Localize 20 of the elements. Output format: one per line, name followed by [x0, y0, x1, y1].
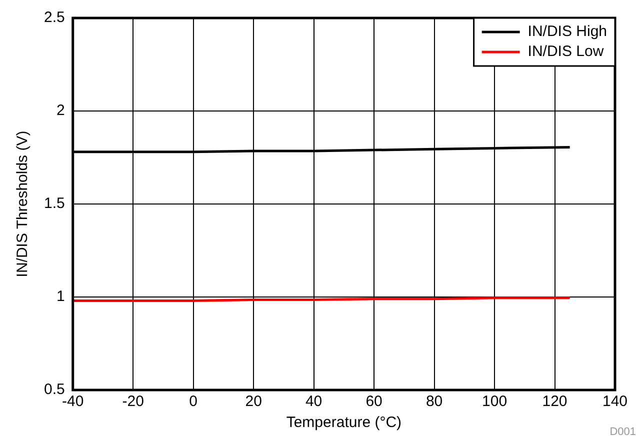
x-tick-label: 40 — [305, 393, 322, 410]
y-tick-label: 1.5 — [44, 195, 65, 212]
y-tick-label: 1 — [56, 288, 65, 306]
y-axis-title: IN/DIS Thresholds (V) — [14, 130, 32, 278]
x-axis-title: Temperature (°C) — [286, 414, 402, 432]
x-tick-label: 120 — [542, 393, 568, 410]
legend-label: IN/DIS Low — [528, 43, 604, 60]
y-tick-label: 2 — [56, 102, 65, 120]
y-tick-label: 2.5 — [44, 9, 65, 26]
x-tick-label: -20 — [122, 393, 144, 410]
y-tick-label: 0.5 — [44, 381, 65, 398]
x-tick-label: 60 — [366, 393, 382, 410]
text: D001 — [610, 426, 636, 438]
x-tick-label: 0 — [189, 393, 198, 410]
legend-label: IN/DIS High — [528, 23, 608, 40]
x-tick-label: 20 — [245, 393, 262, 410]
x-tick-label: 100 — [482, 393, 508, 410]
x-tick-label: -40 — [62, 393, 84, 410]
x-tick-label: 80 — [426, 393, 443, 410]
x-tick-label: 140 — [602, 393, 628, 410]
